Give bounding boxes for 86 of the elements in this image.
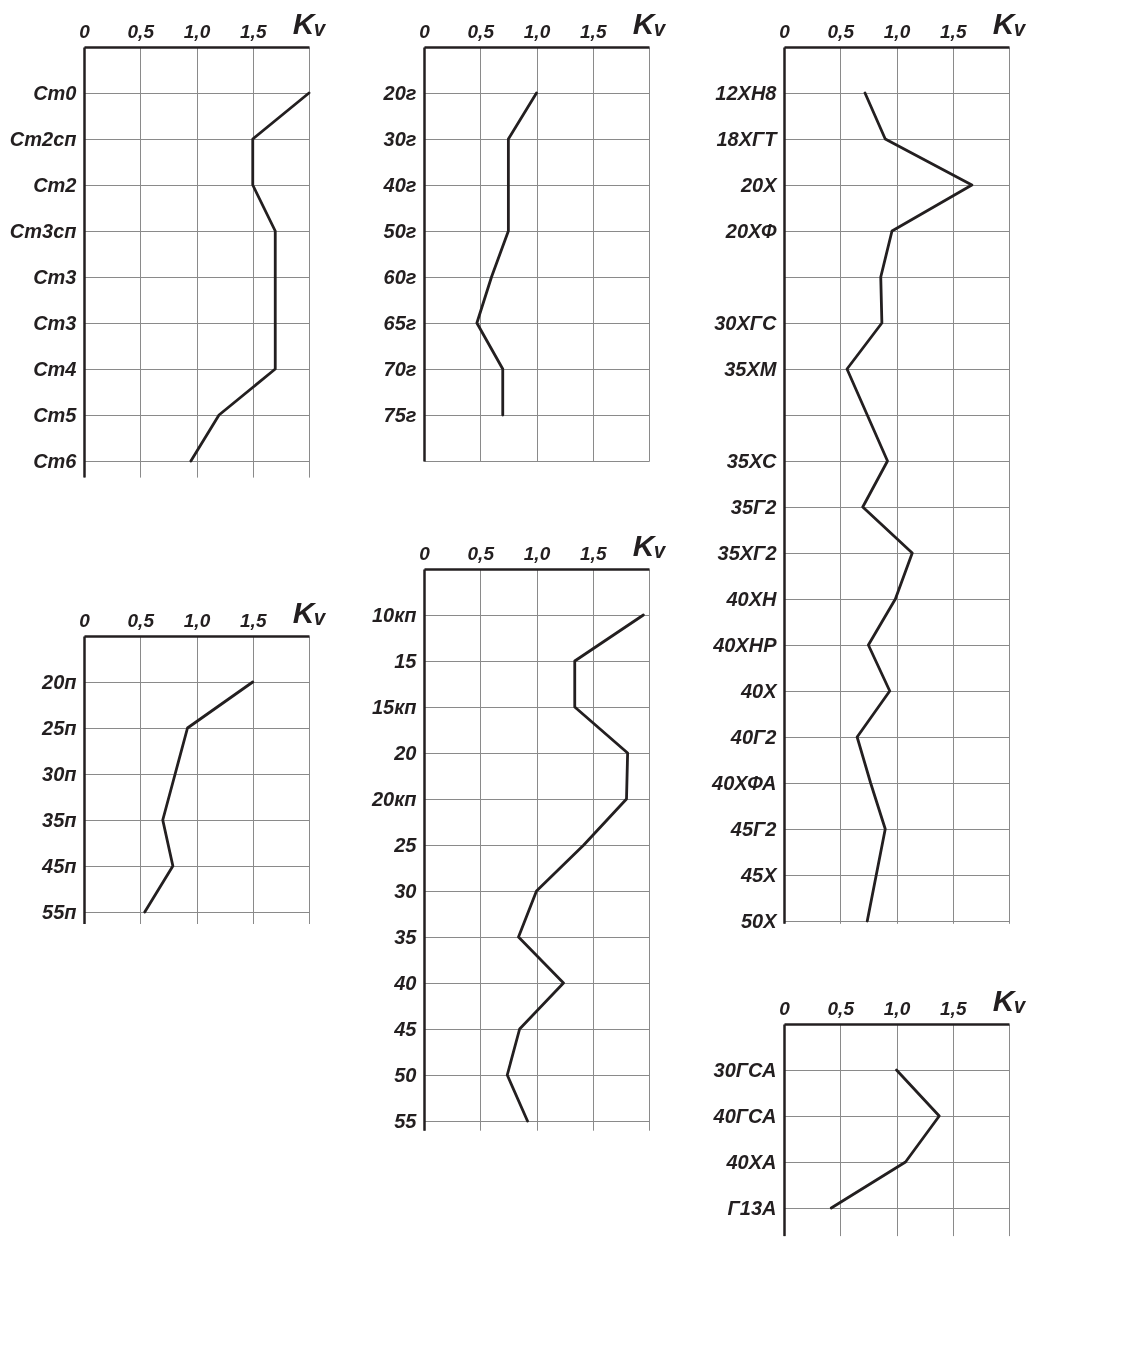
y-tick-label: 40ХА [725,1150,777,1173]
x-tick-label: 1,5 [240,609,267,631]
y-tick-label: 25п [41,716,77,739]
x-tick-label: 0,5 [467,542,495,564]
y-tick-label: 65г [383,311,417,334]
y-tick-label: 70г [383,357,417,380]
y-tick-label: 55 [394,1109,418,1132]
y-tick-label: 15кп [371,695,417,718]
x-tick-label: 0,5 [827,20,855,42]
x-axis-title: Kᵥ [292,595,327,629]
y-tick-label: 25 [393,833,418,856]
x-tick-label: 1,0 [883,20,911,42]
y-tick-label: Ст2сп [9,127,77,150]
y-tick-label: Ст4 [33,357,77,380]
x-axis-title: Kᵥ [632,528,667,562]
y-tick-label: 40ХФА [711,771,777,794]
y-tick-label: 50Х [740,909,779,932]
y-tick-label: 55п [42,900,77,923]
x-tick-label: 0,5 [127,20,155,42]
y-tick-label: 20Х [739,173,779,196]
y-tick-label: 45п [41,854,77,877]
x-tick-label: 0,5 [467,20,495,42]
y-tick-label: 10кп [371,603,417,626]
y-tick-label: 30ГСА [713,1058,777,1081]
x-tick-label: 0,5 [827,997,855,1019]
y-tick-label: 20кп [370,787,417,810]
y-tick-label: 40ГСА [712,1104,777,1127]
y-tick-label: 60г [383,265,417,288]
y-tick-label: 20г [382,81,417,104]
x-axis-title: Kᵥ [992,983,1027,1017]
x-tick-label: 0 [79,20,91,42]
y-tick-label: 40г [382,173,417,196]
y-tick-label: 35Г2 [730,495,777,518]
y-tick-label: 75г [383,403,417,426]
y-tick-label: Г13А [727,1196,777,1219]
x-tick-label: 1,0 [523,542,551,564]
y-tick-label: 35п [42,808,77,831]
x-tick-label: 1,5 [240,20,267,42]
y-tick-label: 12ХН8 [715,81,778,104]
y-tick-label: 50г [383,219,417,242]
x-tick-label: 1,0 [523,20,551,42]
y-tick-label: 20п [41,670,77,693]
y-tick-label: 35ХГ2 [717,541,777,564]
y-tick-label: 30ХГС [714,311,778,334]
y-tick-label: Ст0 [33,81,77,104]
x-tick-label: 0 [419,542,431,564]
x-tick-label: 1,5 [580,20,607,42]
x-tick-label: 1,0 [183,609,211,631]
y-tick-label: 45Х [739,863,779,886]
y-tick-label: 45 [393,1017,418,1040]
y-tick-label: Ст6 [33,449,78,472]
y-tick-label: 18ХГТ [716,127,779,150]
x-tick-label: 1,0 [183,20,211,42]
y-tick-label: 15 [394,649,418,672]
x-tick-label: 0 [419,20,431,42]
y-tick-label: 50 [394,1063,417,1086]
x-tick-label: 0,5 [127,609,155,631]
x-tick-label: 0 [779,997,791,1019]
x-tick-label: 1,0 [883,997,911,1019]
y-tick-label: 45Г2 [729,817,777,840]
x-axis-title: Kᵥ [292,6,327,40]
x-axis-title: Kᵥ [632,6,667,40]
y-tick-label: 35ХС [726,449,778,472]
y-tick-label: Ст2 [33,173,77,196]
y-tick-label: Ст3 [33,265,77,288]
y-tick-label: Ст3сп [9,219,77,242]
x-tick-label: 1,5 [940,997,967,1019]
y-tick-label: 35 [394,925,418,948]
x-tick-label: 1,5 [580,542,607,564]
y-tick-label: 40ХН [725,587,778,610]
y-tick-label: 20 [393,741,417,764]
y-tick-label: 40Х [739,679,779,702]
y-tick-label: 30п [42,762,77,785]
y-tick-label: 40 [393,971,417,994]
y-tick-label: 30 [394,879,417,902]
x-tick-label: 0 [79,609,91,631]
y-tick-label: 35ХМ [724,357,778,380]
y-tick-label: 40ХНР [712,633,778,656]
x-tick-label: 0 [779,20,791,42]
y-tick-label: 40Г2 [729,725,777,748]
y-tick-label: Ст5 [33,403,78,426]
y-tick-label: 20ХФ [724,219,777,242]
y-tick-label: Ст3 [33,311,77,334]
x-tick-label: 1,5 [940,20,967,42]
x-axis-title: Kᵥ [992,6,1027,40]
y-tick-label: 30г [383,127,417,150]
